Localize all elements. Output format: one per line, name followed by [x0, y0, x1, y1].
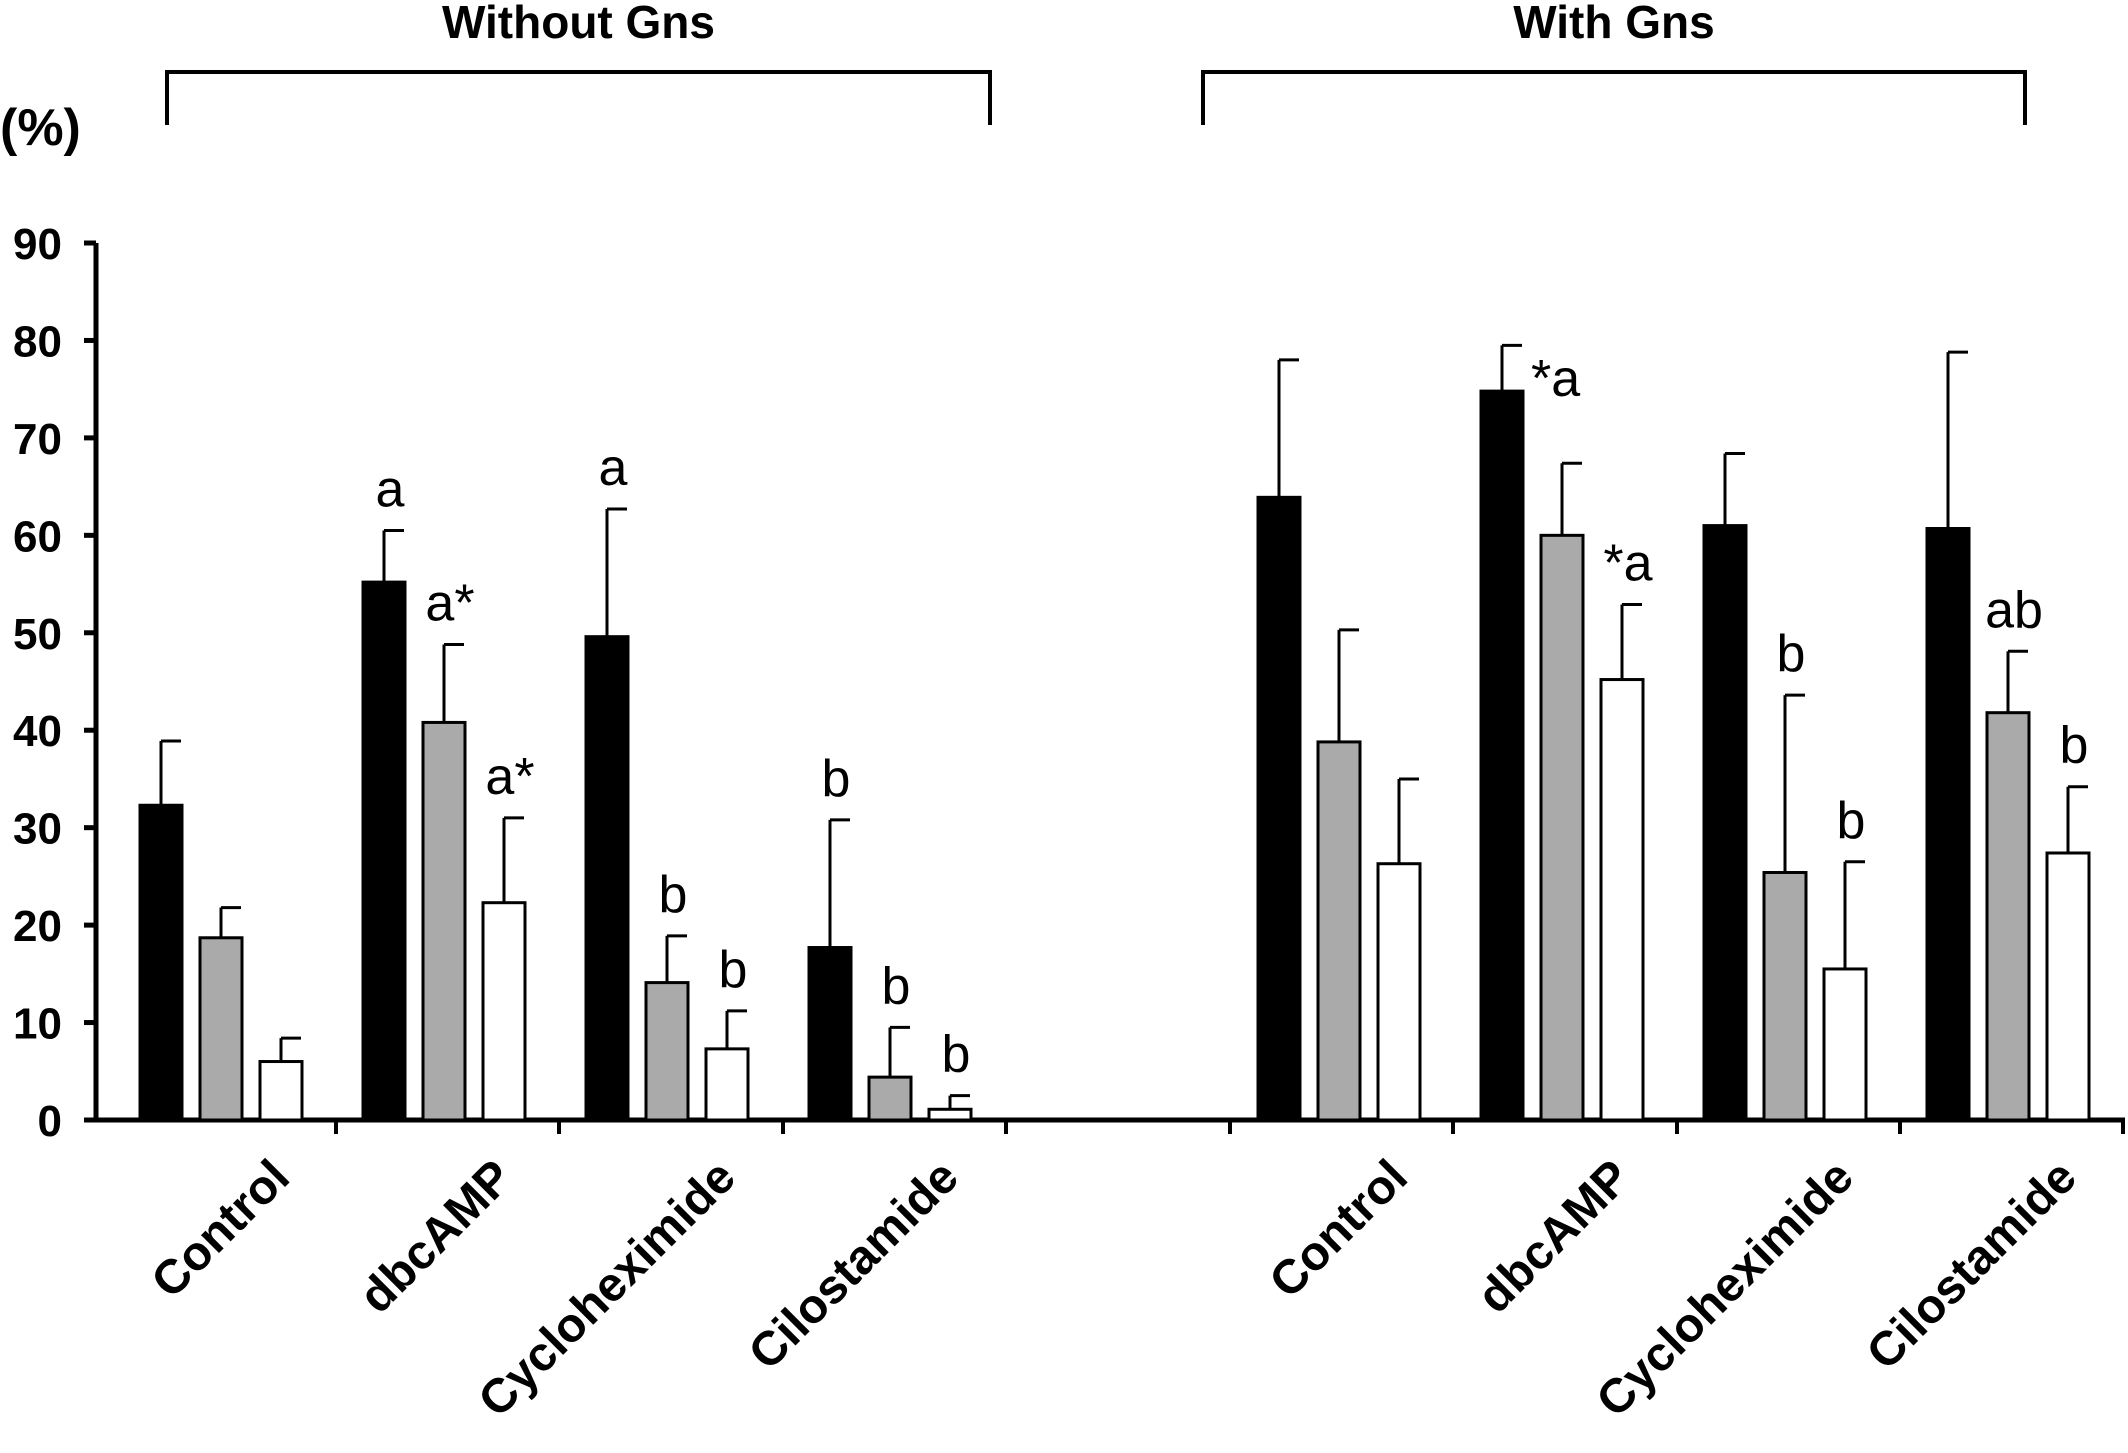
x-category-label: Cilostamide [1857, 1150, 2087, 1380]
bar [1316, 740, 1362, 1122]
bar [704, 1047, 750, 1122]
significance-label: a [376, 460, 405, 518]
significance-label: b [942, 1026, 971, 1084]
significance-label: b [1777, 625, 1806, 683]
group-label: With Gns [1513, 0, 1714, 48]
bar [1925, 527, 1971, 1122]
y-tick-label: 60 [13, 512, 62, 561]
error-bars [159, 343, 2088, 1110]
bar [138, 803, 184, 1122]
bar [1376, 862, 1422, 1122]
y-tick-label: 40 [13, 707, 62, 756]
significance-label: *a [1531, 350, 1580, 408]
significance-label: ab [1985, 581, 2043, 639]
bar [198, 936, 244, 1122]
group-bracket [1201, 70, 2027, 125]
bar [927, 1107, 973, 1122]
significance-label: b [2060, 717, 2089, 775]
y-tick-label: 80 [13, 317, 62, 366]
bar [867, 1075, 913, 1122]
bar [1256, 495, 1302, 1122]
group-label: Without Gns [442, 0, 715, 48]
group-bracket [165, 70, 992, 125]
bar [584, 635, 630, 1122]
bar [644, 981, 690, 1122]
y-tick-label: 50 [13, 610, 62, 659]
x-category-label: Cilostamide [739, 1150, 969, 1380]
bar [1822, 967, 1868, 1122]
bars [138, 389, 2091, 1122]
bar [481, 901, 527, 1122]
bar [421, 720, 467, 1122]
x-category-label: dbcAMP [1468, 1150, 1641, 1323]
y-tick-label: 70 [13, 415, 62, 464]
y-tick-label: 0 [38, 1097, 62, 1146]
bar [258, 1060, 304, 1122]
bar [361, 580, 407, 1122]
bar [1539, 533, 1585, 1122]
y-tick-label: 20 [13, 902, 62, 951]
x-category-label: dbcAMP [350, 1150, 523, 1323]
bar [1479, 389, 1525, 1122]
significance-label: *a [1603, 535, 1652, 593]
bar [1702, 524, 1748, 1122]
x-category-label: Control [1260, 1150, 1418, 1308]
x-category-label: Control [142, 1150, 300, 1308]
bar [1599, 678, 1645, 1122]
significance-label: a [599, 439, 628, 497]
significance-label: a* [425, 574, 474, 632]
significance-label: b [659, 866, 688, 924]
y-axis-label: (%) [0, 99, 81, 157]
bar [807, 946, 853, 1122]
significance-label: b [882, 957, 911, 1015]
y-tick-label: 30 [13, 805, 62, 854]
bar [1985, 711, 2031, 1122]
y-tick-label: 10 [13, 1000, 62, 1049]
y-tick-label: 90 [13, 220, 62, 269]
significance-label: a* [485, 748, 534, 806]
significance-label: b [822, 750, 851, 808]
significance-label: b [1837, 792, 1866, 850]
bar [2045, 851, 2091, 1122]
bar [1762, 870, 1808, 1122]
significance-label: b [719, 941, 748, 999]
